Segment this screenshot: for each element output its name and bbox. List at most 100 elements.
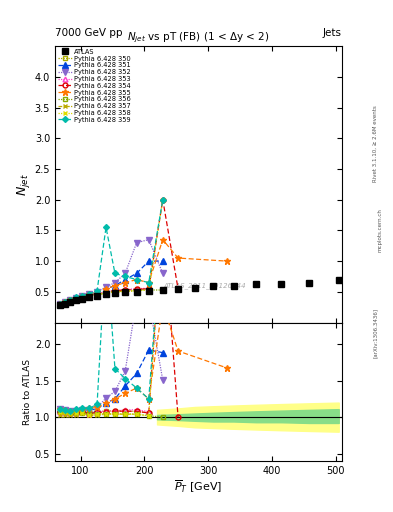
- Pythia 6.428 356: [87, 292, 92, 298]
- Pythia 6.428 355: [146, 280, 151, 286]
- Pythia 6.428 351: [95, 289, 99, 295]
- Line: Pythia 6.428 354: Pythia 6.428 354: [58, 197, 180, 307]
- ATLAS: [336, 276, 341, 283]
- Line: Pythia 6.428 355: Pythia 6.428 355: [57, 236, 231, 307]
- Title: $N_{jet}$ vs pT (FB) (1 < $\Delta$y < 2): $N_{jet}$ vs pT (FB) (1 < $\Delta$y < 2): [127, 31, 270, 46]
- Pythia 6.428 351: [68, 297, 73, 303]
- Pythia 6.428 356: [80, 294, 85, 301]
- Pythia 6.428 353: [95, 291, 99, 297]
- ATLAS: [95, 292, 99, 298]
- Pythia 6.428 351: [134, 270, 139, 276]
- Pythia 6.428 354: [134, 286, 139, 292]
- Pythia 6.428 355: [225, 258, 230, 264]
- Pythia 6.428 359: [134, 276, 139, 283]
- Pythia 6.428 351: [80, 293, 85, 299]
- Pythia 6.428 350: [95, 291, 99, 297]
- Y-axis label: Ratio to ATLAS: Ratio to ATLAS: [23, 359, 32, 424]
- Pythia 6.428 359: [87, 291, 92, 297]
- Pythia 6.428 351: [74, 295, 79, 301]
- Pythia 6.428 358: [58, 301, 62, 307]
- Pythia 6.428 357: [123, 288, 127, 294]
- Pythia 6.428 357: [58, 302, 62, 308]
- Line: Pythia 6.428 353: Pythia 6.428 353: [58, 286, 151, 307]
- Pythia 6.428 358: [134, 288, 139, 294]
- Pythia 6.428 353: [112, 288, 117, 294]
- ATLAS: [192, 285, 197, 291]
- Pythia 6.428 350: [123, 287, 127, 293]
- ATLAS: [211, 283, 215, 289]
- Pythia 6.428 352: [160, 270, 165, 276]
- Text: Rivet 3.1.10, ≥ 2.6M events: Rivet 3.1.10, ≥ 2.6M events: [373, 105, 378, 182]
- Pythia 6.428 354: [112, 288, 117, 294]
- ATLAS: [134, 289, 139, 295]
- ATLAS: [231, 283, 236, 289]
- Pythia 6.428 354: [63, 299, 68, 305]
- Pythia 6.428 354: [95, 291, 99, 297]
- Text: 7000 GeV pp: 7000 GeV pp: [55, 28, 123, 38]
- Pythia 6.428 358: [160, 197, 165, 203]
- Pythia 6.428 356: [68, 297, 73, 304]
- Pythia 6.428 359: [146, 280, 151, 286]
- Pythia 6.428 359: [95, 288, 99, 294]
- Text: mcplots.cern.ch: mcplots.cern.ch: [378, 208, 383, 252]
- Pythia 6.428 353: [80, 294, 85, 300]
- Pythia 6.428 356: [134, 288, 139, 294]
- ATLAS: [58, 302, 62, 308]
- Pythia 6.428 357: [80, 294, 85, 301]
- Line: Pythia 6.428 358: Pythia 6.428 358: [58, 197, 165, 307]
- Pythia 6.428 353: [58, 301, 62, 307]
- Pythia 6.428 355: [160, 237, 165, 243]
- Pythia 6.428 358: [123, 288, 127, 294]
- Legend: ATLAS, Pythia 6.428 350, Pythia 6.428 351, Pythia 6.428 352, Pythia 6.428 353, P: ATLAS, Pythia 6.428 350, Pythia 6.428 35…: [57, 48, 132, 123]
- Pythia 6.428 359: [63, 298, 68, 305]
- Pythia 6.428 355: [58, 301, 62, 307]
- Pythia 6.428 355: [134, 276, 139, 283]
- Line: Pythia 6.428 359: Pythia 6.428 359: [58, 198, 165, 306]
- Pythia 6.428 355: [74, 295, 79, 301]
- Pythia 6.428 356: [95, 291, 99, 297]
- Pythia 6.428 355: [123, 280, 127, 286]
- Pythia 6.428 354: [80, 294, 85, 300]
- Pythia 6.428 357: [134, 288, 139, 294]
- Pythia 6.428 350: [146, 286, 151, 292]
- Pythia 6.428 357: [112, 289, 117, 295]
- Pythia 6.428 354: [146, 286, 151, 292]
- Pythia 6.428 350: [104, 289, 108, 295]
- Pythia 6.428 358: [104, 290, 108, 296]
- Pythia 6.428 359: [80, 292, 85, 298]
- Pythia 6.428 352: [80, 293, 85, 299]
- Pythia 6.428 357: [74, 296, 79, 302]
- Pythia 6.428 355: [176, 255, 180, 261]
- ATLAS: [104, 291, 108, 297]
- ATLAS: [254, 282, 259, 288]
- Pythia 6.428 352: [123, 270, 127, 276]
- Text: [arXiv:1306.3436]: [arXiv:1306.3436]: [373, 308, 378, 358]
- ATLAS: [68, 298, 73, 305]
- Pythia 6.428 352: [58, 301, 62, 307]
- ATLAS: [146, 288, 151, 294]
- Pythia 6.428 351: [146, 258, 151, 264]
- ATLAS: [63, 301, 68, 307]
- Pythia 6.428 356: [160, 287, 165, 293]
- Text: Jets: Jets: [323, 28, 342, 38]
- Pythia 6.428 355: [104, 286, 108, 292]
- Pythia 6.428 352: [68, 297, 73, 303]
- Pythia 6.428 352: [134, 240, 139, 246]
- Pythia 6.428 358: [87, 293, 92, 299]
- Line: Pythia 6.428 357: Pythia 6.428 357: [58, 288, 139, 307]
- Pythia 6.428 356: [112, 289, 117, 295]
- ATLAS: [87, 294, 92, 300]
- Pythia 6.428 357: [95, 292, 99, 298]
- Line: Pythia 6.428 350: Pythia 6.428 350: [58, 286, 151, 307]
- Pythia 6.428 356: [58, 301, 62, 307]
- Pythia 6.428 359: [104, 224, 108, 230]
- Pythia 6.428 352: [87, 291, 92, 297]
- Pythia 6.428 354: [160, 197, 165, 203]
- Line: ATLAS: ATLAS: [57, 276, 342, 309]
- Pythia 6.428 351: [160, 258, 165, 264]
- Pythia 6.428 352: [112, 280, 117, 286]
- ATLAS: [80, 295, 85, 302]
- ATLAS: [176, 286, 180, 292]
- Line: Pythia 6.428 356: Pythia 6.428 356: [58, 288, 165, 307]
- Pythia 6.428 350: [87, 292, 92, 298]
